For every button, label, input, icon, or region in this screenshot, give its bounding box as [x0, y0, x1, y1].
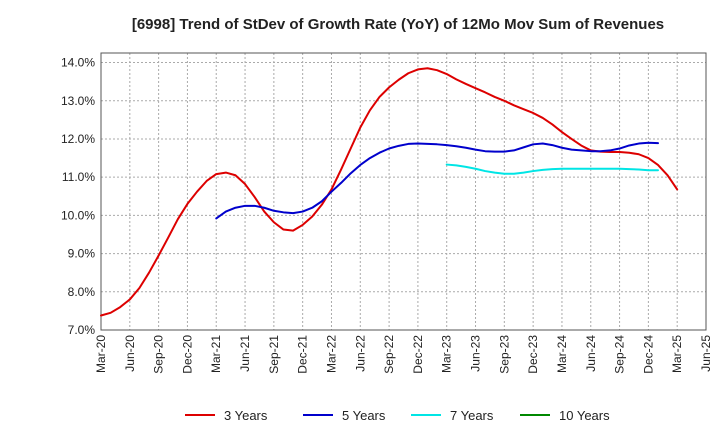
chart-title: [6998] Trend of StDev of Growth Rate (Yo… — [132, 16, 664, 33]
x-tick-label: Sep-20 — [152, 335, 166, 374]
x-tick-label: Dec-20 — [180, 335, 194, 374]
x-tick-label: Jun-23 — [469, 335, 483, 372]
x-tick-label: Jun-20 — [123, 335, 137, 372]
grid-layer — [101, 53, 706, 331]
legend-label-5-years: 5 Years — [342, 408, 386, 423]
x-tick-label: Jun-25 — [699, 335, 713, 372]
x-tick-label: Jun-22 — [353, 335, 367, 372]
x-tick-label: Mar-24 — [555, 335, 569, 373]
series-line-7-years — [445, 163, 659, 175]
x-tick-label: Jun-24 — [584, 335, 598, 372]
x-tick-label: Mar-25 — [670, 335, 684, 373]
x-tick-label: Sep-23 — [497, 335, 511, 374]
x-tick-label: Dec-24 — [641, 335, 655, 374]
series-line-3-years — [100, 67, 679, 317]
x-tick-label: Mar-21 — [209, 335, 223, 373]
x-tick-label: Sep-22 — [382, 335, 396, 374]
x-tick-label: Sep-21 — [267, 335, 281, 374]
legend-label-10-years: 10 Years — [559, 408, 610, 423]
y-tick-label: 13.0% — [61, 94, 95, 108]
x-tick-label: Mar-23 — [440, 335, 454, 373]
y-tick-label: 8.0% — [68, 285, 96, 299]
x-tick-label: Mar-20 — [94, 335, 108, 373]
x-tick-label: Dec-23 — [526, 335, 540, 374]
y-tick-label: 14.0% — [61, 56, 95, 70]
y-tick-label: 9.0% — [68, 247, 96, 261]
series-line-5-years — [215, 141, 659, 220]
plot-frame — [100, 52, 707, 331]
y-axis: 7.0% 8.0% 9.0% 10.0% 11.0% 12.0% 13.0% 14.0% — [61, 56, 95, 337]
y-tick-label: 11.0% — [62, 170, 95, 184]
y-tick-label: 10.0% — [61, 208, 95, 222]
legend: 3 Years 5 Years 7 Years 10 Years — [185, 408, 610, 423]
series-layer — [100, 67, 679, 317]
x-tick-label: Sep-24 — [613, 335, 627, 374]
y-tick-label: 12.0% — [61, 132, 95, 146]
y-tick-label: 7.0% — [68, 323, 96, 337]
x-axis: Mar-20 Jun-20 Sep-20 Dec-20 Mar-21 Jun-21 Sep-… — [94, 335, 713, 374]
legend-label-7-years: 7 Years — [450, 408, 494, 423]
legend-label-3-years: 3 Years — [224, 408, 268, 423]
x-tick-label: Dec-21 — [296, 335, 310, 374]
x-tick-label: Mar-22 — [324, 335, 338, 373]
x-tick-label: Jun-21 — [238, 335, 252, 372]
x-tick-label: Dec-22 — [411, 335, 425, 374]
